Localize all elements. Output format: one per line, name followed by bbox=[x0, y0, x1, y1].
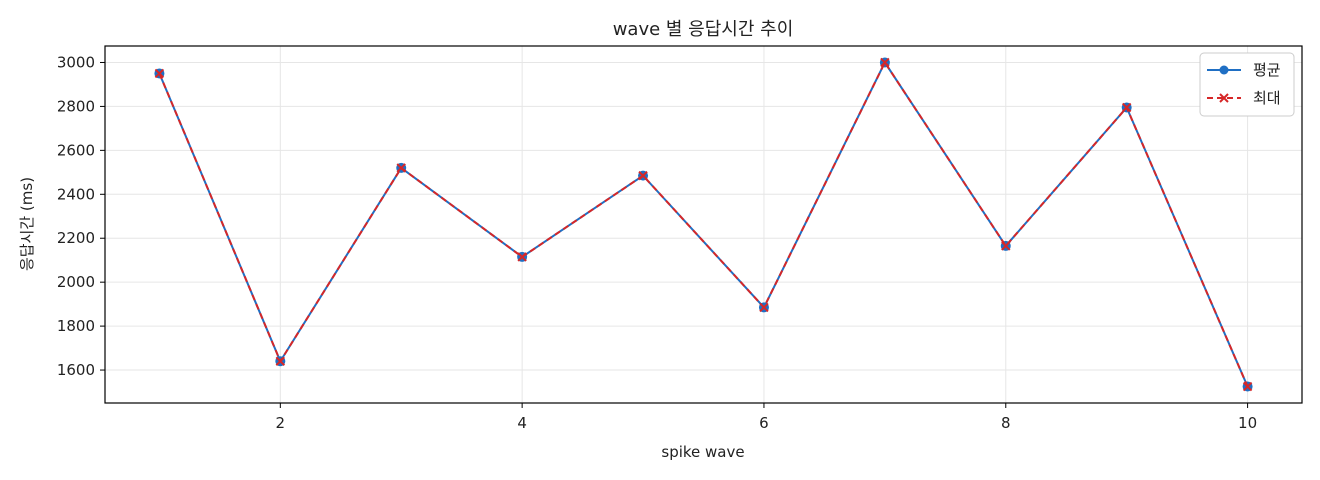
x-axis-ticks: 2 4 6 8 10 bbox=[276, 403, 1257, 432]
series-1-point bbox=[154, 68, 165, 79]
y-tick-label: 2200 bbox=[57, 229, 95, 247]
series-line-0 bbox=[158, 61, 1249, 387]
x-tick-label: 6 bbox=[759, 414, 769, 432]
y-tick-label: 1800 bbox=[57, 317, 95, 335]
series-layer bbox=[154, 57, 1253, 392]
chart-title: wave 별 응답시간 추이 bbox=[613, 19, 794, 40]
x-tick-label: 4 bbox=[517, 414, 527, 432]
y-tick-label: 2400 bbox=[57, 185, 95, 203]
legend-marker-max bbox=[1219, 93, 1229, 103]
y-axis-ticks: 1600 1800 2000 2200 2400 2600 2800 3000 bbox=[57, 53, 105, 379]
legend-label-max: 최대 bbox=[1253, 89, 1281, 107]
y-tick-label: 1600 bbox=[57, 361, 95, 379]
y-tick-label: 2000 bbox=[57, 273, 95, 291]
legend-marker-avg bbox=[1219, 65, 1229, 75]
series-1-point bbox=[275, 356, 286, 366]
y-axis-label: 응답시간 (ms) bbox=[18, 177, 36, 271]
series-line-1 bbox=[158, 61, 1249, 387]
x-tick-label: 10 bbox=[1238, 414, 1257, 432]
series-1-point bbox=[517, 252, 527, 262]
x-axis-label: spike wave bbox=[661, 443, 744, 461]
series-1-point bbox=[396, 163, 406, 173]
grid bbox=[105, 46, 1302, 403]
y-tick-label: 3000 bbox=[57, 53, 95, 71]
x-tick-label: 2 bbox=[276, 414, 286, 432]
series-1-point bbox=[880, 57, 890, 68]
series-1-point bbox=[638, 170, 648, 181]
plot-frame bbox=[104, 45, 1303, 404]
y-tick-label: 2800 bbox=[57, 97, 95, 115]
legend-label-avg: 평균 bbox=[1253, 61, 1281, 79]
x-tick-label: 8 bbox=[1001, 414, 1011, 432]
y-tick-label: 2600 bbox=[57, 141, 95, 159]
series-1-point bbox=[1121, 102, 1132, 113]
series-1-point bbox=[1001, 241, 1011, 251]
legend: 평균 최대 bbox=[1199, 52, 1295, 117]
series-1-point bbox=[759, 302, 769, 313]
series-1-point bbox=[1242, 381, 1253, 392]
